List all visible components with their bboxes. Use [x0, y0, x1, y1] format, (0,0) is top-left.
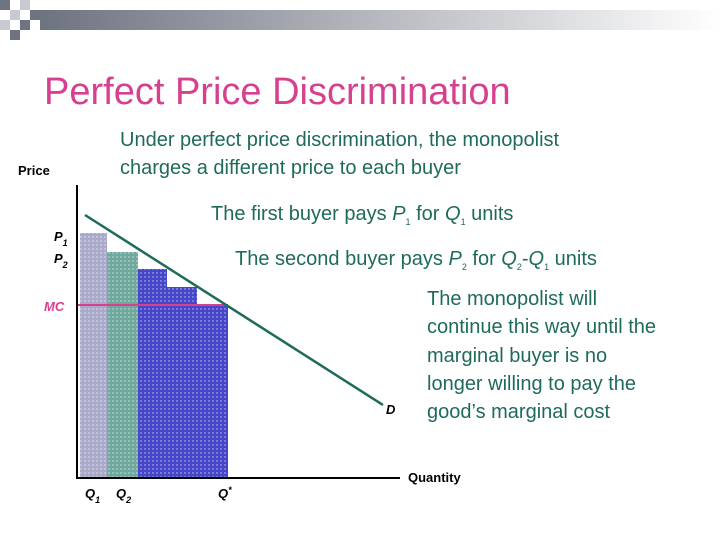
demand-label: D [386, 402, 396, 417]
slide-title: Perfect Price Discrimination [44, 71, 511, 113]
price-label: P2 [54, 251, 68, 270]
conclusion-line: good’s marginal cost [427, 401, 611, 423]
texture [107, 252, 138, 478]
texture [80, 233, 107, 478]
texture [138, 269, 228, 478]
conclusion: The monopolist will continue this way un… [427, 288, 656, 423]
note: The second buyer pays P2 for Q2-Q1 units [235, 248, 597, 272]
conclusion-line: The monopolist will [427, 288, 597, 310]
quantity-label: Q2 [116, 486, 131, 505]
note: The first buyer pays P1 for Q1 units [211, 203, 513, 227]
intro-line: charges a different price to each buyer [120, 157, 461, 179]
mc-label: MC [44, 299, 65, 314]
quantity-label: Q1 [85, 486, 100, 505]
header-decoration [0, 0, 720, 40]
quantity-label: Q* [218, 485, 232, 501]
x-axis-label: Quantity [408, 470, 461, 485]
demand-line [84, 213, 384, 407]
conclusion-line: marginal buyer is no [427, 345, 607, 367]
diagram: Price Quantity P1 P2 MC Q1 Q2 Q* D [18, 163, 461, 505]
conclusion-line: longer willing to pay the [427, 373, 636, 395]
y-axis-label: Price [18, 163, 50, 178]
price-label: P1 [54, 229, 68, 248]
conclusion-line: continue this way until the [427, 316, 656, 338]
intro-line: Under perfect price discrimination, the … [120, 129, 560, 151]
